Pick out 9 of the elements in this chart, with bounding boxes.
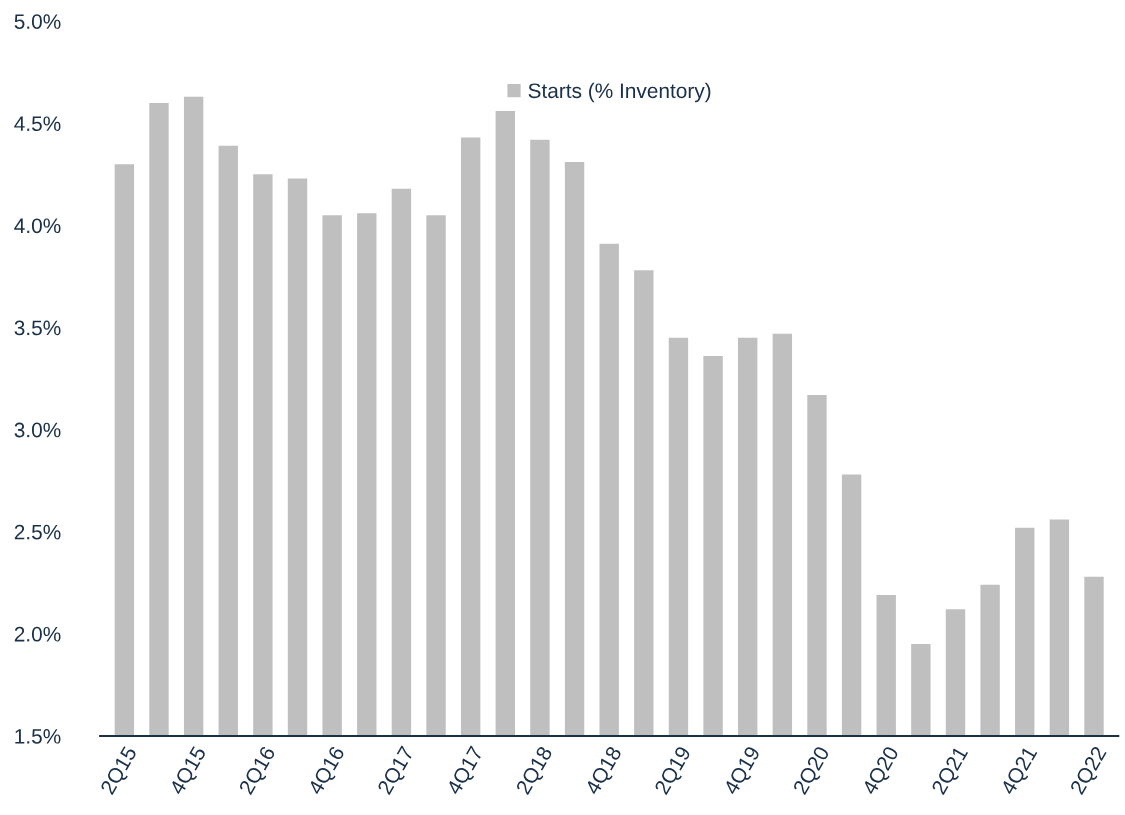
y-tick-label: 5.0% [14, 14, 61, 29]
y-tick-label: 2.5% [14, 524, 61, 540]
y-tick-label: 3.5% [14, 320, 61, 336]
legend-label: Starts (% Inventory) [528, 82, 711, 103]
y-tick-label: 4.0% [14, 218, 61, 234]
y-tick-label: 4.5% [14, 116, 61, 132]
y-tick-label: 3.0% [14, 422, 61, 438]
y-tick-label: 1.5% [15, 729, 61, 744]
y-tick-label: 2.0% [14, 626, 61, 642]
